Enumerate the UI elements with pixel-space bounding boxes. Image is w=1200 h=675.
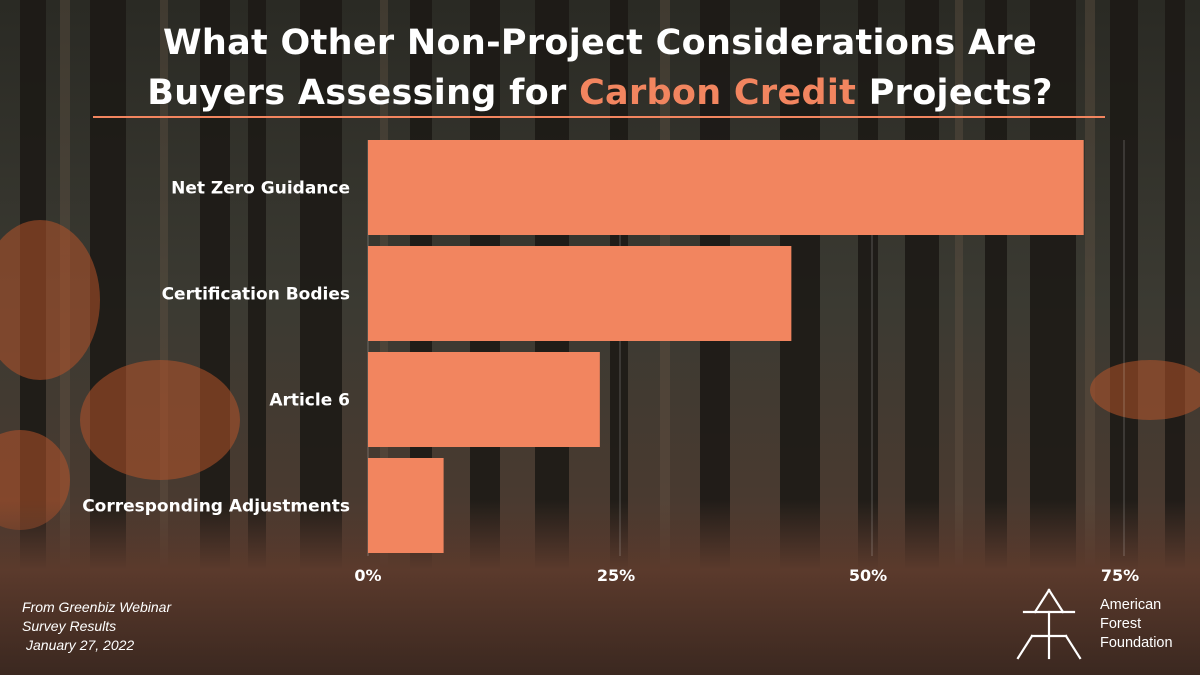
bar: [368, 246, 792, 341]
american-forest-foundation-logo: American Forest Foundation: [1016, 586, 1191, 661]
source-note: From Greenbiz Webinar Survey Results Jan…: [22, 598, 171, 655]
title-line-2: Buyers Assessing for Carbon Credit Proje…: [0, 68, 1200, 118]
source-line-1: From Greenbiz Webinar: [22, 599, 172, 615]
category-label: Corresponding Adjustments: [82, 497, 350, 517]
logo-line-2: Forest: [1100, 616, 1142, 632]
source-line-2: Survey Results: [22, 618, 117, 634]
tree-logo-icon: [1016, 588, 1082, 660]
title-divider: [93, 116, 1105, 118]
x-tick-label: 0%: [354, 566, 381, 585]
title-line-2-start: Buyers Assessing for: [147, 73, 580, 113]
tick-layer: 0% 25% 50% 75%: [354, 566, 1139, 585]
bar: [368, 140, 1084, 235]
logo-wordmark: American Forest Foundation: [1100, 596, 1173, 653]
bar-layer: [368, 140, 1084, 553]
category-label: Article 6: [269, 391, 350, 411]
label-layer: Net Zero Guidance Certification Bodies Art…: [82, 179, 350, 517]
logo-line-1: American: [1100, 597, 1162, 613]
bar: [368, 458, 444, 553]
title-line-1: What Other Non-Project Considerations Ar…: [162, 23, 1038, 63]
source-line-3: January 27, 2022: [26, 637, 135, 653]
x-tick-label: 75%: [1101, 566, 1139, 585]
chart-title: What Other Non-Project Considerations Ar…: [0, 18, 1200, 118]
category-label: Certification Bodies: [162, 285, 350, 305]
x-tick-label: 25%: [597, 566, 635, 585]
category-label: Net Zero Guidance: [171, 179, 350, 199]
x-tick-label: 50%: [849, 566, 887, 585]
logo-line-3: Foundation: [1100, 635, 1173, 651]
bar: [368, 352, 600, 447]
title-highlight: Carbon Credit: [579, 73, 857, 113]
title-line-2-end: Projects?: [856, 73, 1053, 113]
